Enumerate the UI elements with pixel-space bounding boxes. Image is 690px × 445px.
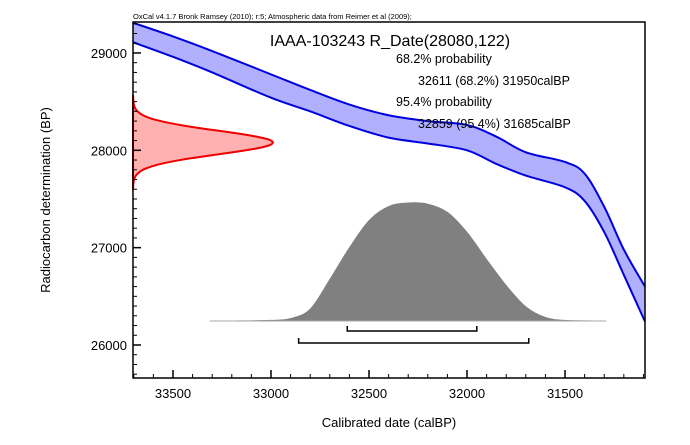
x-tick-label: 32000 xyxy=(449,386,485,401)
radiocarbon-distribution xyxy=(132,94,275,191)
x-tick-label: 32500 xyxy=(351,386,387,401)
range-bracket-95 xyxy=(297,338,530,344)
annotation-68-range: 32611 (68.2%) 31950calBP xyxy=(418,74,570,88)
annotation-95-range: 32859 (95.4%) 31685calBP xyxy=(418,117,571,131)
chart-title: IAAA-103243 R_Date(28080,122) xyxy=(270,33,510,50)
x-axis-title: Calibrated date (calBP) xyxy=(322,415,456,430)
calibration-curve-upper xyxy=(132,21,646,288)
range-bracket-68 xyxy=(346,326,478,332)
annotation-95-heading: 95.4% probability xyxy=(396,95,493,109)
calibration-curve-lower xyxy=(132,41,646,323)
x-axis: 33500 33000 32500 32000 31500 xyxy=(133,370,644,401)
x-tick-label: 31500 xyxy=(547,386,583,401)
calibrated-distribution xyxy=(231,202,605,322)
plot-area xyxy=(132,21,646,344)
y-tick-label: 28000 xyxy=(91,143,127,158)
calibration-curve-band xyxy=(133,22,645,322)
y-axis-title: Radiocarbon determination (BP) xyxy=(38,107,53,293)
x-tick-label: 33500 xyxy=(155,386,191,401)
y-tick-label: 27000 xyxy=(91,241,127,256)
credit-text: OxCal v4.1.7 Bronk Ramsey (2010); r:5; A… xyxy=(133,12,412,21)
annotation-68-heading: 68.2% probability xyxy=(396,52,493,66)
x-tick-label: 33000 xyxy=(253,386,289,401)
y-axis: 26000 27000 28000 29000 xyxy=(91,23,141,375)
y-tick-label: 29000 xyxy=(91,46,127,61)
y-tick-label: 26000 xyxy=(91,338,127,353)
